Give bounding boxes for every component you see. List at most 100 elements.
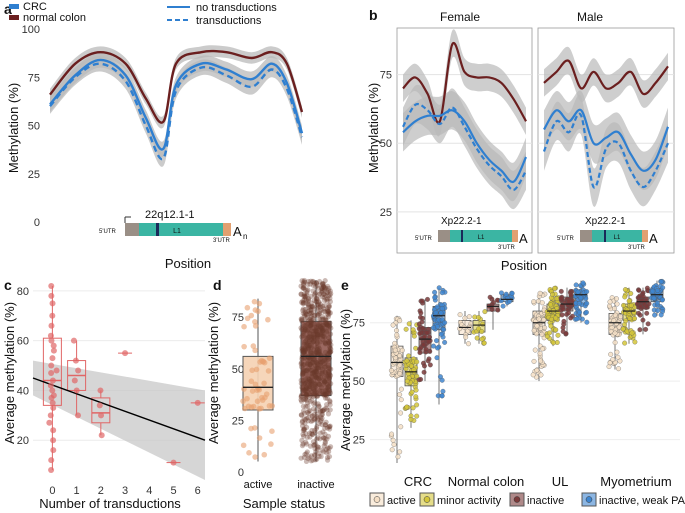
data-point-d: [307, 361, 313, 368]
data-point-d: [315, 312, 321, 318]
data-point-d: [302, 396, 308, 402]
data-point-d: [323, 363, 329, 370]
data-point-e: [569, 298, 575, 304]
data-point-e: [439, 377, 445, 383]
data-point-e: [432, 289, 438, 295]
data-point-c: [47, 382, 54, 389]
data-point-d: [315, 351, 321, 357]
data-point-d: [325, 339, 331, 345]
data-point-e: [457, 312, 463, 318]
data-point-e: [408, 417, 414, 422]
data-point-e: [439, 306, 445, 312]
data-point-d: [298, 455, 304, 461]
data-point-d: [312, 452, 318, 458]
data-point-d: [317, 316, 323, 322]
data-point-d: [301, 328, 307, 334]
data-point-d: [301, 355, 307, 361]
data-point-d: [326, 424, 332, 430]
data-point-d: [305, 321, 311, 327]
data-point-d: [299, 348, 305, 354]
data-point-d: [313, 298, 319, 305]
data-point-d: [319, 331, 325, 337]
data-point-d: [304, 385, 310, 392]
data-point-e: [538, 358, 544, 364]
data-point-d: [322, 317, 328, 323]
data-point-d: [304, 343, 310, 349]
data-point-c: [74, 412, 81, 419]
data-point-d: [305, 361, 311, 368]
data-point-e: [398, 424, 404, 430]
data-point-d: [319, 367, 326, 373]
gene-locus-a: 22q12.1-1: [145, 209, 195, 221]
data-point-e: [406, 321, 412, 327]
legend-dot-e: [513, 496, 521, 503]
data-point-d: [324, 390, 330, 396]
data-point-e: [487, 294, 493, 300]
data-point-d: [301, 341, 308, 347]
data-point-d: [316, 323, 322, 329]
data-point-e: [397, 362, 403, 368]
data-point-e: [462, 315, 468, 321]
data-point-d: [303, 311, 309, 317]
data-point-e: [632, 339, 638, 345]
data-point-e: [534, 323, 540, 329]
data-point-d: [305, 287, 311, 293]
data-point-d: [308, 393, 314, 399]
data-point-e: [397, 353, 402, 358]
data-point-d: [314, 374, 320, 381]
data-point-e: [553, 327, 559, 333]
data-point-e: [509, 290, 515, 296]
data-point-d: [310, 304, 316, 310]
data-point-e: [552, 285, 558, 291]
data-point-d: [324, 407, 330, 413]
data-point-e: [421, 369, 427, 375]
data-point-d: [265, 368, 272, 374]
data-point-d: [312, 445, 318, 452]
x-tick-label-c: 6: [195, 485, 201, 497]
data-point-d: [316, 453, 322, 459]
data-point-e: [423, 347, 429, 352]
data-point-e: [548, 323, 554, 329]
data-point-e: [541, 317, 547, 323]
data-point-e: [416, 321, 422, 327]
data-point-d: [311, 313, 317, 319]
y-tick-label-a: 100: [22, 24, 40, 36]
data-point-d: [303, 338, 309, 344]
data-point-d: [303, 311, 310, 318]
data-point-d: [315, 296, 321, 302]
data-point-d: [323, 317, 329, 323]
data-point-d: [303, 430, 309, 437]
data-point-e: [660, 285, 666, 291]
y-tick-label-b: 50: [380, 138, 392, 150]
data-point-e: [618, 314, 624, 320]
data-point-e: [479, 336, 485, 342]
data-point-d: [303, 384, 310, 391]
data-point-d: [301, 345, 308, 351]
data-point-d: [323, 419, 329, 425]
data-point-d: [322, 369, 329, 375]
data-point-d: [254, 398, 261, 405]
data-point-e: [421, 363, 427, 369]
data-point-d: [308, 310, 314, 316]
data-point-d: [309, 360, 315, 366]
data-point-d: [313, 359, 319, 365]
data-point-d: [309, 427, 315, 434]
data-point-e: [419, 298, 425, 304]
x-tick-label-e: Normal colon: [448, 474, 525, 489]
data-point-d: [327, 398, 333, 404]
data-point-e: [612, 312, 618, 318]
data-point-d: [314, 393, 320, 399]
data-point-d: [324, 450, 330, 456]
data-point-d: [309, 325, 315, 331]
data-point-d: [317, 304, 323, 310]
data-point-d: [302, 286, 308, 292]
data-point-d: [304, 334, 310, 340]
data-point-e: [466, 314, 472, 320]
line-crc-no-transductions-a: [49, 58, 304, 151]
data-point-d: [302, 346, 308, 353]
data-point-c: [48, 457, 55, 464]
data-point-d: [320, 390, 326, 396]
svg-text:3'UTR: 3'UTR: [498, 245, 515, 251]
data-point-d: [298, 364, 305, 370]
data-point-d: [318, 453, 324, 460]
